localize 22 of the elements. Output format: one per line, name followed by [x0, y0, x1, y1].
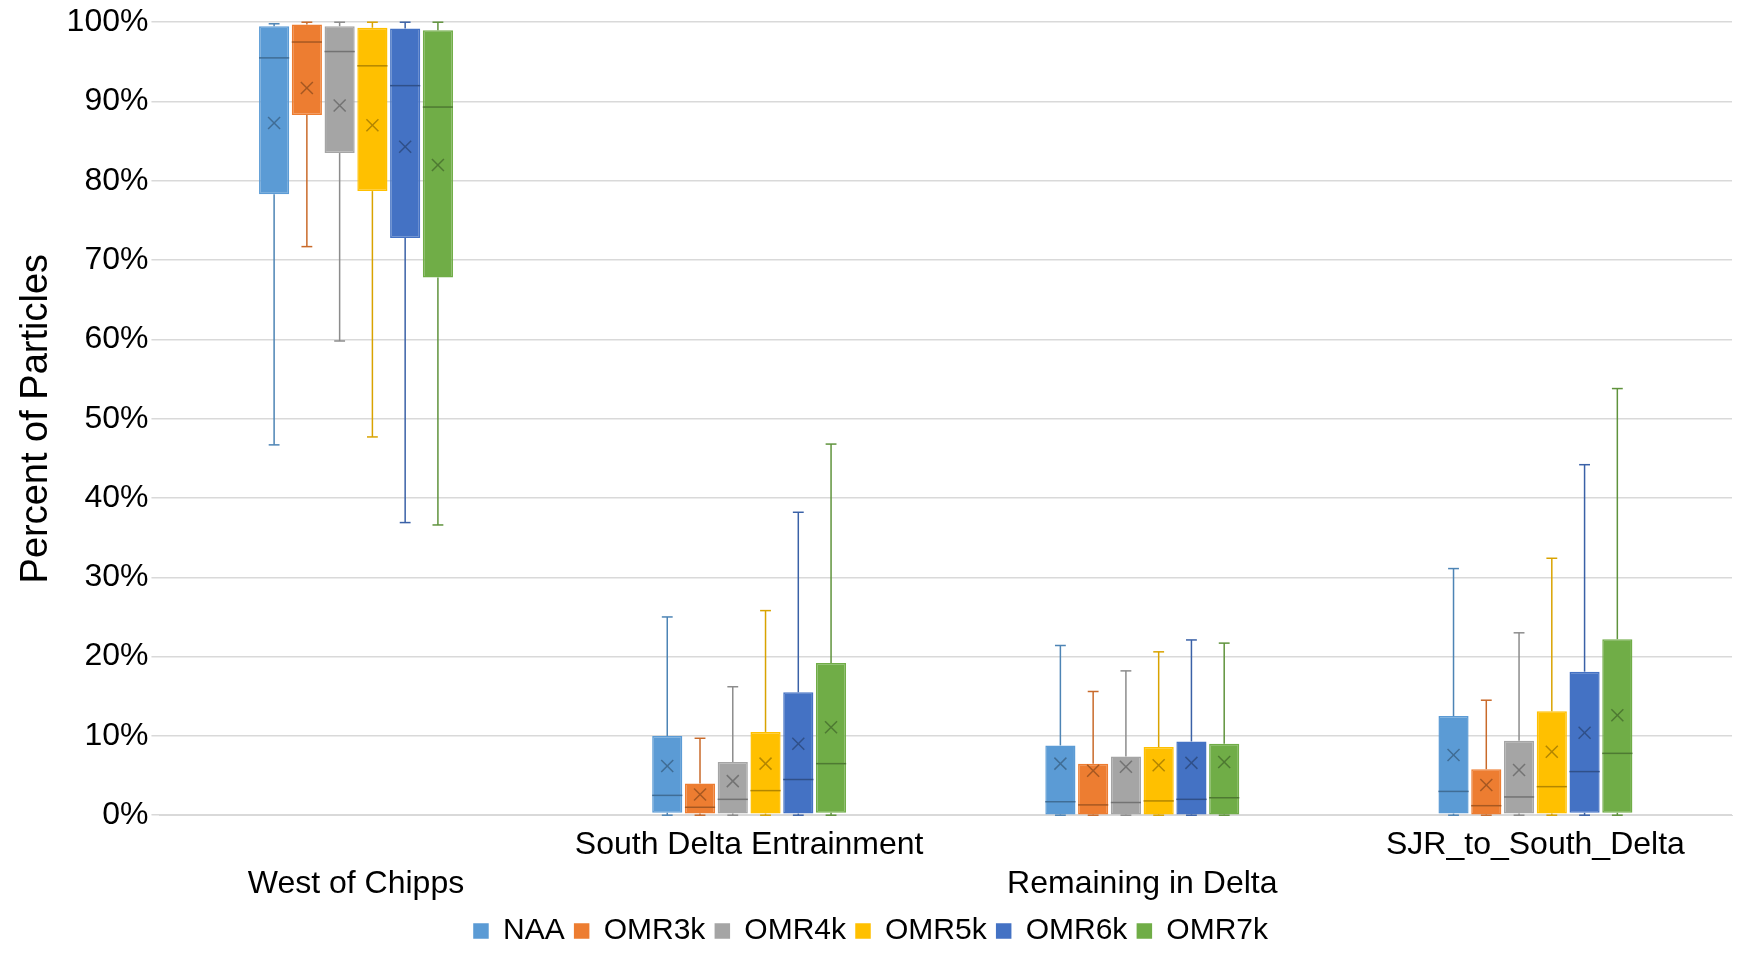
- y-tick-label: 20%: [84, 636, 149, 673]
- y-axis-title: Percent of Particles: [13, 253, 56, 584]
- y-tick-label: 30%: [84, 557, 149, 594]
- x-tick-label: South Delta Entrainment: [574, 825, 924, 862]
- legend-label: OMR3k: [603, 912, 707, 946]
- x-tick-label: Remaining in Delta: [1007, 863, 1278, 900]
- legend-label: OMR6k: [1025, 912, 1129, 946]
- y-tick-label: 80%: [84, 160, 149, 197]
- legend-label: OMR7k: [1166, 912, 1270, 946]
- x-tick-label: West of Chipps: [247, 863, 465, 900]
- legend-label: OMR4k: [744, 912, 847, 946]
- y-tick-label: 0%: [102, 795, 149, 832]
- y-tick-label: 100%: [66, 2, 149, 39]
- y-tick-label: 50%: [84, 398, 149, 435]
- legend-label: OMR5k: [885, 912, 988, 946]
- y-tick-label: 40%: [84, 477, 149, 514]
- y-tick-label: 90%: [84, 81, 149, 118]
- x-tick-label: SJR_to_South_Delta: [1386, 825, 1686, 862]
- y-tick-label: 70%: [84, 239, 149, 276]
- legend-label: NAA: [502, 912, 565, 946]
- y-tick-label: 10%: [84, 715, 149, 752]
- y-tick-label: 60%: [84, 319, 149, 356]
